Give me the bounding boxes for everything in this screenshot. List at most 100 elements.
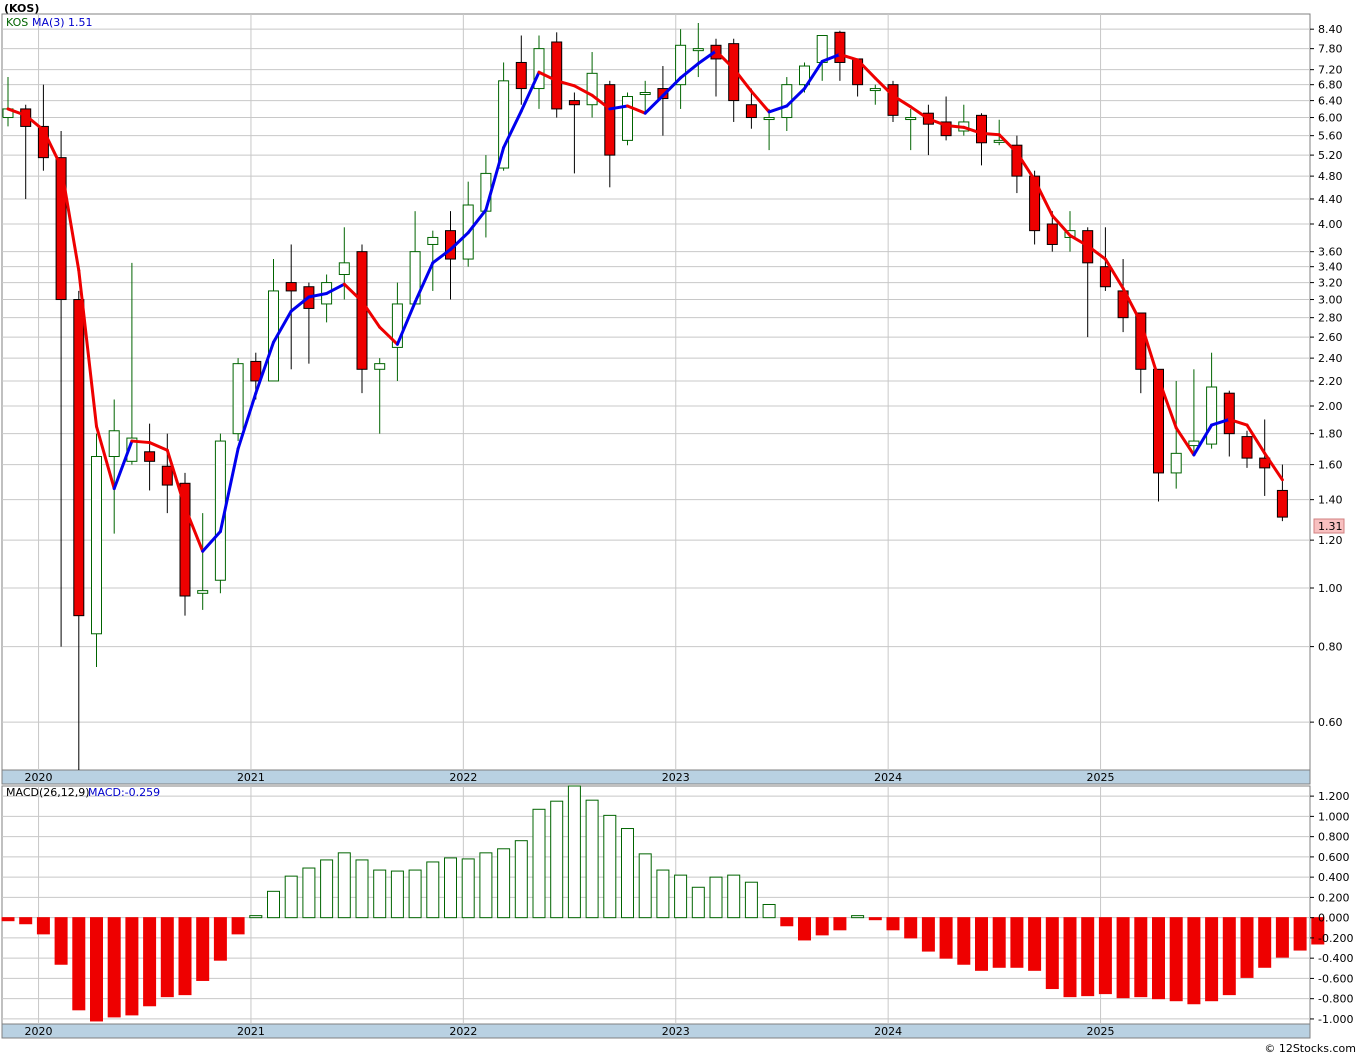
candle-body: [338, 262, 350, 276]
year-label: 2025: [1087, 1025, 1115, 1038]
macd-bar: [550, 800, 564, 919]
macd-bar: [975, 917, 988, 971]
ma3-segment: [519, 70, 541, 113]
macd-bar: [1010, 917, 1024, 968]
year-label: 2023: [662, 771, 690, 784]
ma3-segment: [307, 291, 329, 299]
candle-body: [1241, 436, 1253, 459]
ma3-segment: [909, 105, 930, 121]
price-tick-label: 7.20: [1318, 64, 1343, 77]
price-tick-label: 2.40: [1318, 352, 1343, 365]
year-label: 2021: [237, 1025, 265, 1038]
ma3-segment: [1174, 426, 1196, 457]
candle-body: [639, 92, 651, 96]
ma3-segment: [95, 424, 116, 491]
candle-body: [993, 139, 1005, 143]
candle-body: [1188, 440, 1200, 447]
ticker-title: (KOS): [4, 2, 39, 15]
price-tick-label: 4.80: [1318, 170, 1343, 183]
macd-date-band: [1, 1023, 1311, 1039]
price-tick-label: 1.60: [1318, 459, 1343, 472]
candle-body: [1099, 266, 1111, 288]
macd-bar: [514, 840, 528, 919]
ma3-segment: [1139, 320, 1160, 381]
ma3-segment: [1227, 417, 1249, 427]
ma3-segment: [980, 131, 1001, 137]
macd-bar: [231, 917, 245, 935]
legend-ma-label: MA(3): [32, 16, 65, 29]
macd-bar: [744, 881, 758, 919]
ma3-segment: [201, 530, 222, 553]
ma3-segment: [1103, 257, 1125, 290]
macd-bar: [851, 915, 865, 919]
macd-bar: [762, 903, 776, 919]
candle-body: [604, 84, 616, 156]
macd-bar: [143, 917, 157, 1007]
ma3-segment: [289, 295, 311, 313]
price-tick-label: 2.80: [1318, 312, 1343, 325]
candle-body: [232, 363, 244, 435]
price-date-band: [1, 769, 1311, 785]
candle-body: [887, 84, 899, 116]
ma3-segment: [803, 59, 824, 91]
year-label: 2022: [449, 1025, 477, 1038]
price-tick-label: 3.20: [1318, 277, 1343, 290]
ma3-segment: [1086, 244, 1107, 261]
macd-bar: [674, 874, 688, 919]
macd-bar: [497, 848, 511, 919]
macd-bar: [373, 869, 387, 919]
macd-tick-label: -0.600: [1318, 972, 1353, 985]
price-tick-label: 0.60: [1318, 716, 1343, 729]
macd-bar: [178, 917, 192, 996]
price-tick-label: 2.20: [1318, 375, 1343, 388]
macd-bar: [90, 917, 103, 1022]
price-tick-label: 7.80: [1318, 43, 1343, 56]
ma3-segment: [661, 76, 683, 98]
ma3-segment: [112, 439, 134, 491]
ma3-segment: [856, 58, 877, 80]
ma3-segment: [1050, 214, 1072, 237]
macd-bar: [921, 917, 935, 952]
macd-bar: [320, 859, 334, 919]
macd-bar: [638, 853, 652, 919]
candle-body: [586, 72, 598, 106]
price-tick-label: 1.40: [1318, 494, 1343, 507]
ma3-segment: [679, 62, 700, 80]
macd-tick-label: 1.000: [1318, 810, 1350, 823]
macd-bar: [19, 917, 33, 925]
price-tick-label: 3.00: [1318, 294, 1343, 307]
ma3-segment: [1015, 151, 1037, 182]
candle-body: [940, 121, 952, 137]
price-tick-label: 6.00: [1318, 112, 1343, 125]
price-tick-label: 3.40: [1318, 261, 1343, 274]
macd-tick-label: 0.000: [1318, 912, 1350, 925]
candle-body: [869, 88, 881, 92]
candle-body: [905, 117, 917, 121]
ma3-segment: [484, 146, 506, 212]
candle-body: [91, 456, 102, 635]
ma3-segment: [626, 104, 647, 115]
macd-bar: [727, 874, 741, 919]
macd-bar: [1, 917, 15, 922]
ma3-segment: [59, 164, 81, 273]
ma3-segment: [218, 447, 240, 534]
candle-body: [1153, 368, 1164, 474]
ma3-segment: [537, 70, 559, 83]
year-label: 2023: [662, 1025, 690, 1038]
year-label: 2020: [25, 771, 53, 784]
macd-bar: [390, 870, 404, 919]
candle-body: [374, 363, 386, 370]
ma3-segment: [254, 340, 275, 395]
year-label: 2021: [237, 771, 265, 784]
ma3-segment: [148, 441, 169, 452]
candle-body: [427, 236, 439, 245]
macd-bar: [1187, 917, 1201, 1005]
ma3-segment: [77, 269, 98, 428]
ma3-segment: [502, 109, 523, 150]
candle-body: [498, 80, 510, 169]
ma3-segment: [449, 231, 470, 251]
macd-bar: [815, 917, 829, 936]
candle-body: [108, 430, 120, 458]
last-price-badge: [1313, 518, 1345, 534]
price-tick-label: 1.80: [1318, 428, 1343, 441]
